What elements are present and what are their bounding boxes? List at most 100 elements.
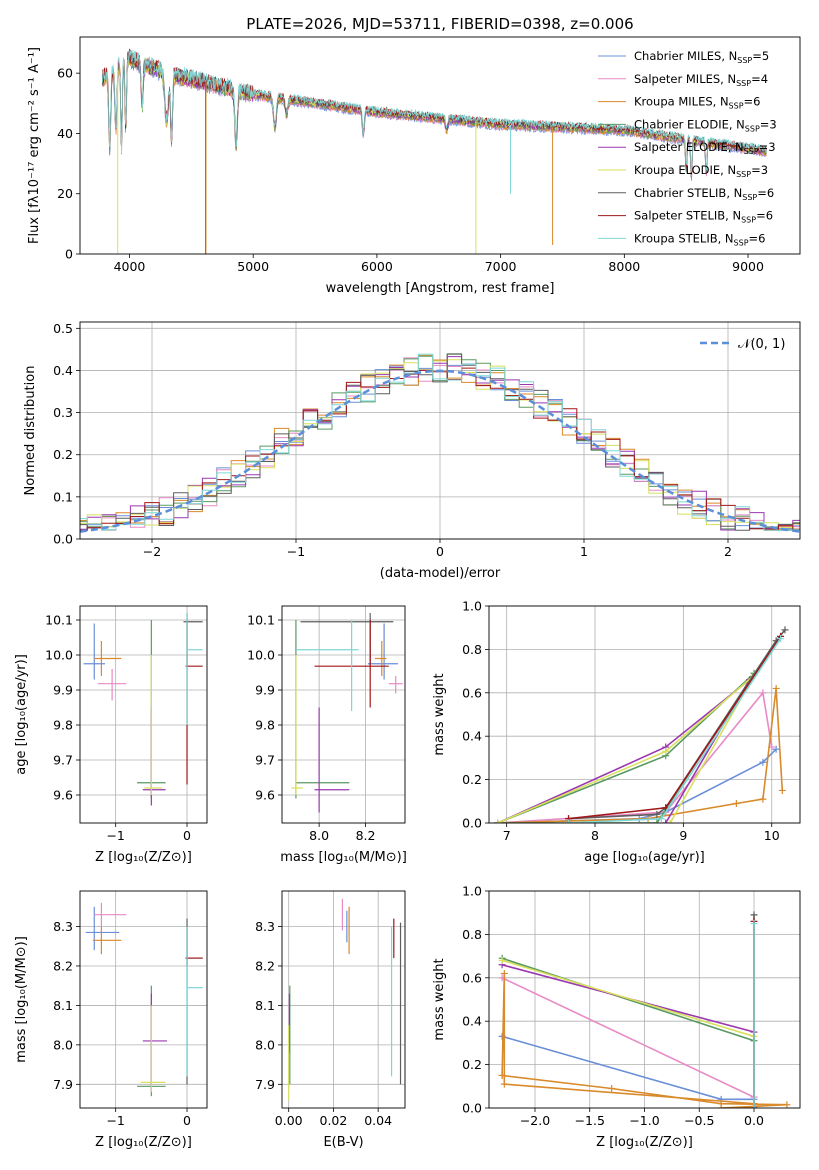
y-tick-label: 0.6 bbox=[462, 685, 482, 700]
axes-frame bbox=[281, 605, 406, 824]
x-tick-label: 2 bbox=[724, 544, 732, 559]
legend-entry: Salpeter MILES, NSSP=4 bbox=[634, 72, 768, 88]
y-tick-label: 8.0 bbox=[53, 1037, 73, 1052]
y-tick-label: 9.6 bbox=[255, 788, 275, 803]
y-tick-label: 0 bbox=[65, 247, 73, 262]
weight-marker bbox=[781, 626, 789, 634]
y-tick-label: 40 bbox=[57, 126, 73, 141]
x-tick-label: 4000 bbox=[114, 259, 146, 274]
x-axis-label: Z [log₁₀(Z/Z⊙)] bbox=[596, 1135, 693, 1150]
x-tick-label: 0.0 bbox=[744, 1113, 764, 1128]
x-tick-label: 0.00 bbox=[275, 1113, 303, 1128]
spectrum-line-salpeter-elodie bbox=[101, 51, 767, 177]
weight-line-chabrier-elodie bbox=[501, 957, 755, 1108]
y-tick-label: 20 bbox=[57, 186, 73, 201]
weight-line-kroupa-elodie bbox=[497, 674, 755, 823]
y-axis-label: mass [log₁₀(M/M⊙)] bbox=[14, 936, 29, 1063]
y-tick-label: 0.1 bbox=[53, 489, 73, 504]
x-tick-label: 1 bbox=[580, 544, 588, 559]
plot-area bbox=[85, 902, 203, 1097]
legend-entry: Kroupa ELODIE, NSSP=3 bbox=[634, 163, 768, 179]
legend-entry: 𝒩(0, 1) bbox=[738, 337, 785, 352]
weight-line-chabrier-elodie bbox=[497, 672, 755, 823]
weight-marker bbox=[772, 745, 780, 753]
y-tick-label: 8.2 bbox=[53, 958, 73, 973]
weight-marker bbox=[666, 819, 674, 823]
weight-marker bbox=[750, 911, 758, 919]
legend-entry: Kroupa MILES, NSSP=6 bbox=[634, 95, 760, 111]
weight-marker bbox=[500, 1080, 508, 1088]
legend-entry: Chabrier MILES, NSSP=5 bbox=[634, 49, 769, 65]
plot-area bbox=[288, 898, 402, 1101]
plot-area bbox=[101, 48, 767, 254]
x-tick-label: −2.0 bbox=[520, 1113, 550, 1128]
x-tick-label: 0 bbox=[183, 1113, 191, 1128]
y-tick-label: 60 bbox=[57, 66, 73, 81]
plot-area bbox=[291, 613, 403, 813]
y-tick-label: 10.0 bbox=[247, 648, 275, 663]
histogram-kroupa-elodie bbox=[80, 359, 800, 530]
x-tick-label: −0.5 bbox=[684, 1113, 714, 1128]
y-tick-label: 0.0 bbox=[53, 532, 73, 547]
y-tick-label: 1.0 bbox=[462, 884, 482, 899]
y-tick-label: 9.9 bbox=[255, 683, 275, 698]
plot-area bbox=[494, 626, 789, 823]
plot-area bbox=[83, 613, 203, 806]
axes-frame bbox=[488, 605, 801, 824]
panel-mass-vs-ebv: 0.00 0.02 0.04 7.9 8.0 8.1 8.2 8.3 E(B-V) bbox=[255, 890, 406, 1150]
axes-frame bbox=[79, 36, 801, 255]
y-tick-label: 10.1 bbox=[247, 613, 275, 628]
y-tick-label: 8.3 bbox=[53, 919, 73, 934]
x-tick-label: 7000 bbox=[485, 259, 517, 274]
weight-marker bbox=[732, 799, 740, 807]
y-tick-label: 8.1 bbox=[53, 998, 73, 1013]
y-tick-label: 8.1 bbox=[255, 998, 275, 1013]
panel-age-vs-Z: −1 0 9.6 9.7 9.8 9.9 10.0 10.1 Z [log₁₀(Z/Z⊙)] ag… bbox=[14, 605, 208, 865]
y-tick-label: 1.0 bbox=[462, 599, 482, 614]
x-tick-label: 8000 bbox=[608, 259, 640, 274]
plot-area bbox=[80, 353, 800, 533]
weight-marker bbox=[662, 747, 670, 755]
weight-marker bbox=[759, 795, 767, 803]
weight-marker bbox=[608, 1084, 616, 1092]
x-axis-label: mass [log₁₀(M/M⊙)] bbox=[280, 850, 407, 865]
y-tick-label: 7.9 bbox=[255, 1077, 275, 1092]
normal-curve bbox=[80, 369, 800, 533]
x-tick-label: 8 bbox=[591, 828, 599, 843]
figure-title: PLATE=2026, MJD=53711, FIBERID=0398, z=0… bbox=[246, 15, 633, 33]
legend-entry: Salpeter STELIB, NSSP=6 bbox=[634, 209, 773, 225]
weight-line-kroupa-miles bbox=[501, 973, 787, 1108]
y-tick-label: 9.7 bbox=[255, 753, 275, 768]
x-axis-label: Z [log₁₀(Z/Z⊙)] bbox=[95, 1135, 192, 1150]
y-tick-label: 0.2 bbox=[462, 772, 482, 787]
x-axis-label: E(B-V) bbox=[323, 1135, 363, 1150]
y-tick-label: 0.2 bbox=[53, 447, 73, 462]
x-tick-label: −1.0 bbox=[629, 1113, 659, 1128]
y-axis-label: Normed distribution bbox=[23, 366, 38, 496]
spectrum-line-kroupa-stelib bbox=[101, 49, 767, 172]
weight-marker bbox=[494, 819, 502, 823]
y-tick-label: 7.9 bbox=[53, 1077, 73, 1092]
weight-marker bbox=[759, 758, 767, 766]
x-axis-label: wavelength [Angstrom, rest frame] bbox=[326, 281, 555, 296]
y-tick-label: 0.2 bbox=[462, 1057, 482, 1072]
weight-line-kroupa-elodie bbox=[501, 959, 755, 1108]
weight-marker bbox=[498, 1071, 506, 1079]
weight-line-salpeter-elodie bbox=[497, 679, 751, 823]
weight-marker bbox=[717, 1104, 725, 1108]
x-axis-label: (data-model)/error bbox=[380, 566, 501, 581]
weight-marker bbox=[778, 786, 786, 794]
x-tick-label: −1 bbox=[287, 544, 305, 559]
y-tick-label: 0.0 bbox=[462, 1101, 482, 1116]
x-tick-label: −1 bbox=[106, 828, 124, 843]
y-tick-label: 10.1 bbox=[45, 613, 73, 628]
axes-frame bbox=[488, 890, 801, 1109]
histogram-kroupa-miles bbox=[80, 354, 800, 531]
weight-line-chabrier-miles bbox=[501, 1035, 754, 1101]
x-tick-label: 7 bbox=[503, 828, 511, 843]
x-tick-label: 9 bbox=[679, 828, 687, 843]
y-tick-label: 0.8 bbox=[462, 927, 482, 942]
x-tick-label: 5000 bbox=[237, 259, 269, 274]
weight-marker bbox=[662, 819, 670, 823]
